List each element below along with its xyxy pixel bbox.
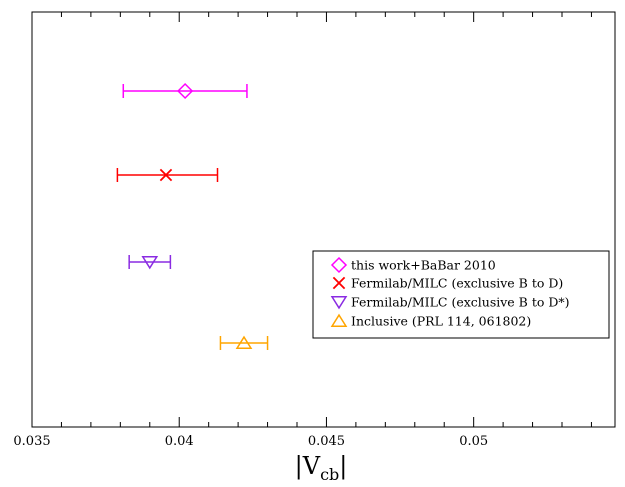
x-tick-label: 0.035	[13, 434, 50, 449]
legend-item-1: this work+BaBar 2010	[330, 256, 496, 274]
x-axis: 0.035 0.04 0.045 0.05	[13, 12, 592, 449]
x-tick-label: 0.045	[308, 434, 345, 449]
legend-label: Fermilab/MILC (exclusive B to D)	[351, 276, 563, 291]
legend-marker-triangle-down	[330, 296, 348, 310]
plot-frame	[31, 11, 616, 428]
x-tick-label: 0.05	[459, 434, 488, 449]
legend-label: this work+BaBar 2010	[351, 258, 496, 273]
legend-item-2: Fermilab/MILC (exclusive B to D)	[332, 276, 563, 291]
marker-triangle-up	[235, 335, 253, 349]
marker-x	[159, 168, 173, 182]
data-points	[116, 82, 269, 350]
data-point-1	[122, 82, 248, 100]
legend-marker-diamond	[330, 256, 348, 274]
x-axis-title-main: |V	[295, 452, 321, 481]
data-point-4	[219, 335, 269, 350]
x-axis-title-sub: cb	[320, 465, 339, 484]
legend-label: Fermilab/MILC (exclusive B to D*)	[351, 295, 570, 310]
legend-label: Inclusive (PRL 114, 061802)	[351, 314, 531, 329]
legend-box	[312, 250, 610, 339]
legend-marker-triangle-up	[330, 313, 348, 327]
legend-marker-x-stroke-b	[332, 276, 346, 290]
x-axis-title: |Vcb|	[295, 452, 348, 484]
legend-marker-x	[332, 276, 346, 290]
legend: this work+BaBar 2010 Fermilab/MILC (exclu…	[312, 250, 610, 339]
data-point-2	[116, 168, 219, 182]
data-point-3	[128, 255, 172, 270]
x-axis-title-suffix: |	[339, 452, 347, 481]
legend-item-4: Inclusive (PRL 114, 061802)	[330, 313, 531, 329]
marker-triangle-down	[141, 256, 159, 270]
legend-item-3: Fermilab/MILC (exclusive B to D*)	[330, 295, 570, 310]
x-tick-label: 0.04	[165, 434, 194, 449]
marker-x-stroke-b	[159, 168, 173, 182]
marker-diamond	[177, 82, 194, 100]
